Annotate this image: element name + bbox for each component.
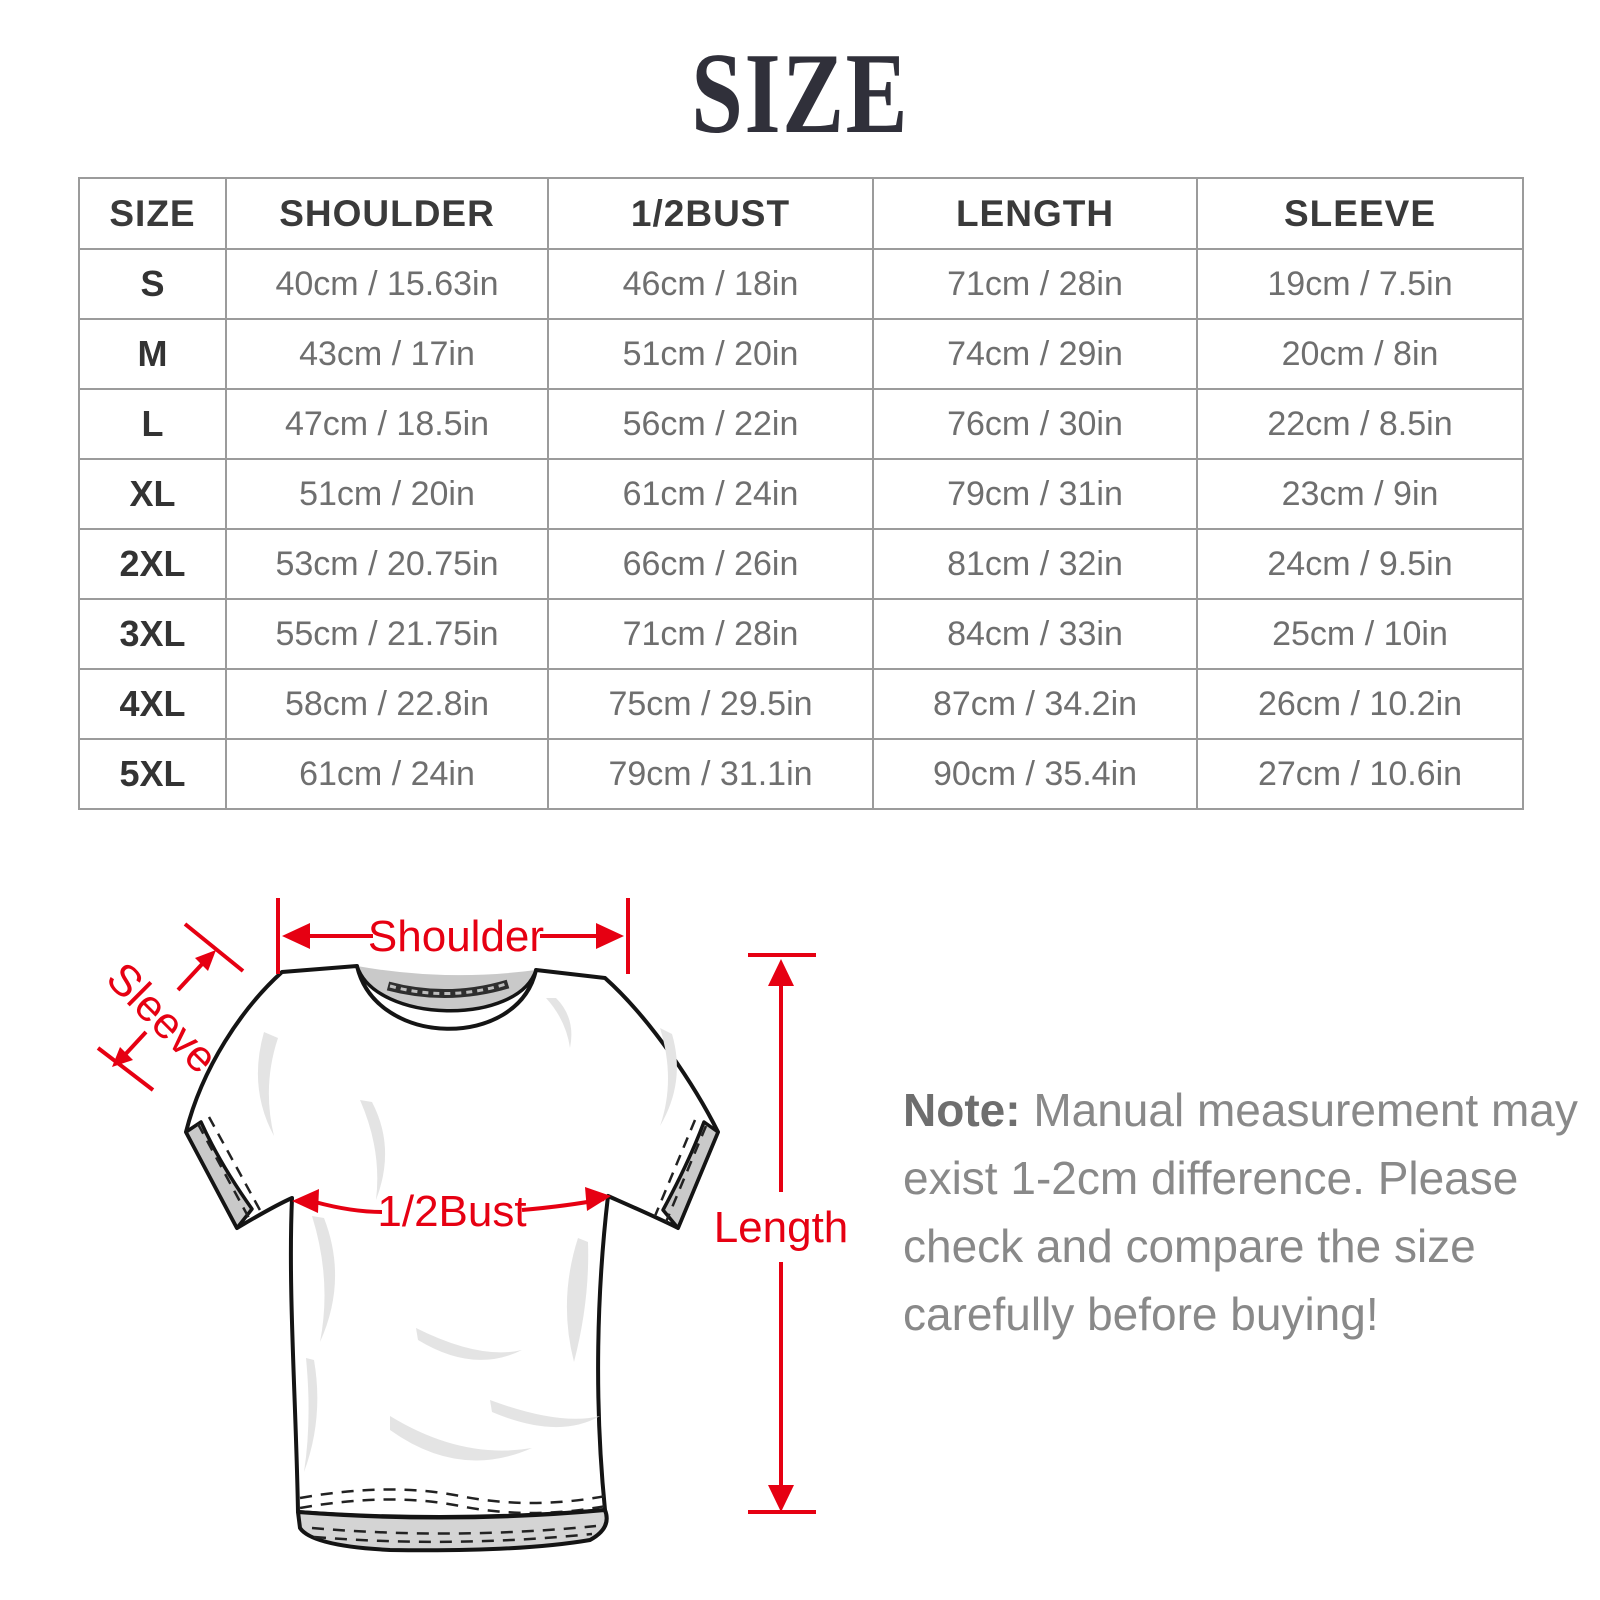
- left-cuff: [184, 1120, 254, 1230]
- cell-size: XL: [78, 458, 227, 530]
- tshirt-drawing: [184, 964, 720, 1553]
- cell-size: 3XL: [78, 598, 227, 670]
- table-row: 2XL 53cm / 20.75in 66cm / 26in 81cm / 32…: [78, 528, 1524, 600]
- collar-band-edge: [355, 965, 538, 1013]
- table-row: 4XL 58cm / 22.8in 75cm / 29.5in 87cm / 3…: [78, 668, 1524, 740]
- bust-arrowhead-left: [292, 1189, 319, 1213]
- header-bust: 1/2BUST: [547, 177, 874, 250]
- page-title-wrap: SIZE: [0, 36, 1600, 152]
- hem-roll-stitch: [313, 1532, 593, 1544]
- collar-stitch-zigzag: [389, 982, 507, 996]
- cell-shoulder: 55cm / 21.75in: [225, 598, 549, 670]
- cell-shoulder: 58cm / 22.8in: [225, 668, 549, 740]
- cell-bust: 75cm / 29.5in: [547, 668, 874, 740]
- cell-shoulder: 51cm / 20in: [225, 458, 549, 530]
- table-header-row: SIZE SHOULDER 1/2BUST LENGTH SLEEVE: [78, 177, 1524, 250]
- note-text: Manual measurement may: [1020, 1084, 1578, 1136]
- cell-shoulder: 61cm / 24in: [225, 738, 549, 810]
- cell-length: 76cm / 30in: [872, 388, 1198, 460]
- cell-length: 74cm / 29in: [872, 318, 1198, 390]
- bust-label: 1/2Bust: [377, 1187, 526, 1236]
- length-annotation: Length: [714, 953, 849, 1514]
- cell-shoulder: 40cm / 15.63in: [225, 248, 549, 320]
- cell-bust: 61cm / 24in: [547, 458, 874, 530]
- right-cuff-stitch: [664, 1125, 708, 1223]
- note-block: Note: Manual measurement may exist 1-2cm…: [903, 1076, 1578, 1348]
- note-line: Note: Manual measurement may: [903, 1076, 1578, 1144]
- header-size: SIZE: [78, 177, 227, 250]
- cell-bust: 71cm / 28in: [547, 598, 874, 670]
- cell-shoulder: 53cm / 20.75in: [225, 528, 549, 600]
- cell-sleeve: 25cm / 10in: [1196, 598, 1524, 670]
- cell-sleeve: 24cm / 9.5in: [1196, 528, 1524, 600]
- header-shoulder: SHOULDER: [225, 177, 549, 250]
- shoulder-arrowhead-right: [596, 923, 624, 949]
- cell-size: 5XL: [78, 738, 227, 810]
- note-prefix: Note:: [903, 1084, 1021, 1136]
- bust-annotation: 1/2Bust: [292, 1187, 611, 1236]
- length-label: Length: [714, 1203, 849, 1252]
- shoulder-label: Shoulder: [368, 912, 544, 961]
- cell-bust: 56cm / 22in: [547, 388, 874, 460]
- shoulder-arrowhead-left: [282, 923, 310, 949]
- header-sleeve: SLEEVE: [1196, 177, 1524, 250]
- note-line: exist 1-2cm difference. Please: [903, 1152, 1519, 1204]
- cell-size: M: [78, 318, 227, 390]
- cell-size: S: [78, 248, 227, 320]
- cell-sleeve: 22cm / 8.5in: [1196, 388, 1524, 460]
- tshirt-measurement-diagram: Shoulder Sleeve 1/2Bust: [96, 898, 849, 1553]
- header-length: LENGTH: [872, 177, 1198, 250]
- right-cuff-stitch: [653, 1119, 697, 1217]
- cell-size: L: [78, 388, 227, 460]
- shoulder-annotation: Shoulder: [276, 898, 630, 974]
- cell-length: 79cm / 31in: [872, 458, 1198, 530]
- cell-length: 87cm / 34.2in: [872, 668, 1198, 740]
- tshirt-outline: [184, 964, 720, 1520]
- cell-sleeve: 19cm / 7.5in: [1196, 248, 1524, 320]
- cell-sleeve: 23cm / 9in: [1196, 458, 1524, 530]
- right-cuff: [661, 1120, 720, 1230]
- hem-stitch-upper: [299, 1488, 607, 1505]
- cell-bust: 46cm / 18in: [547, 248, 874, 320]
- cell-sleeve: 20cm / 8in: [1196, 318, 1524, 390]
- cell-sleeve: 26cm / 10.2in: [1196, 668, 1524, 740]
- length-arrowhead-down: [768, 1485, 794, 1512]
- cell-size: 2XL: [78, 528, 227, 600]
- sleeve-tick-top: [183, 922, 245, 973]
- page-title: SIZE: [691, 30, 909, 158]
- cell-length: 84cm / 33in: [872, 598, 1198, 670]
- collar-opening: [357, 966, 536, 1011]
- wrinkle-shading: [257, 998, 677, 1472]
- table-row: 5XL 61cm / 24in 79cm / 31.1in 90cm / 35.…: [78, 738, 1524, 810]
- cell-bust: 51cm / 20in: [547, 318, 874, 390]
- note-line: carefully before buying!: [903, 1288, 1379, 1340]
- cell-length: 71cm / 28in: [872, 248, 1198, 320]
- sleeve-tick-bottom: [96, 1046, 155, 1092]
- cell-shoulder: 47cm / 18.5in: [225, 388, 549, 460]
- cell-bust: 79cm / 31.1in: [547, 738, 874, 810]
- cell-length: 81cm / 32in: [872, 528, 1198, 600]
- cell-bust: 66cm / 26in: [547, 528, 874, 600]
- cell-sleeve: 27cm / 10.6in: [1196, 738, 1524, 810]
- cell-length: 90cm / 35.4in: [872, 738, 1198, 810]
- cell-shoulder: 43cm / 17in: [225, 318, 549, 390]
- table-row: S 40cm / 15.63in 46cm / 18in 71cm / 28in…: [78, 248, 1524, 320]
- length-arrowhead-up: [768, 959, 794, 986]
- note-line: check and compare the size: [903, 1220, 1476, 1272]
- cell-size: 4XL: [78, 668, 227, 740]
- table-row: L 47cm / 18.5in 56cm / 22in 76cm / 30in …: [78, 388, 1524, 460]
- sleeve-arrow-up-shaft: [176, 960, 206, 992]
- bust-line-left: [314, 1200, 383, 1214]
- bust-arrowhead-right: [585, 1187, 611, 1211]
- table-row: 3XL 55cm / 21.75in 71cm / 28in 84cm / 33…: [78, 598, 1524, 670]
- table-row: XL 51cm / 20in 61cm / 24in 79cm / 31in 2…: [78, 458, 1524, 530]
- size-table: SIZE SHOULDER 1/2BUST LENGTH SLEEVE S 40…: [78, 177, 1524, 810]
- table-row: M 43cm / 17in 51cm / 20in 74cm / 29in 20…: [78, 318, 1524, 390]
- sleeve-arrowhead-up: [195, 950, 216, 971]
